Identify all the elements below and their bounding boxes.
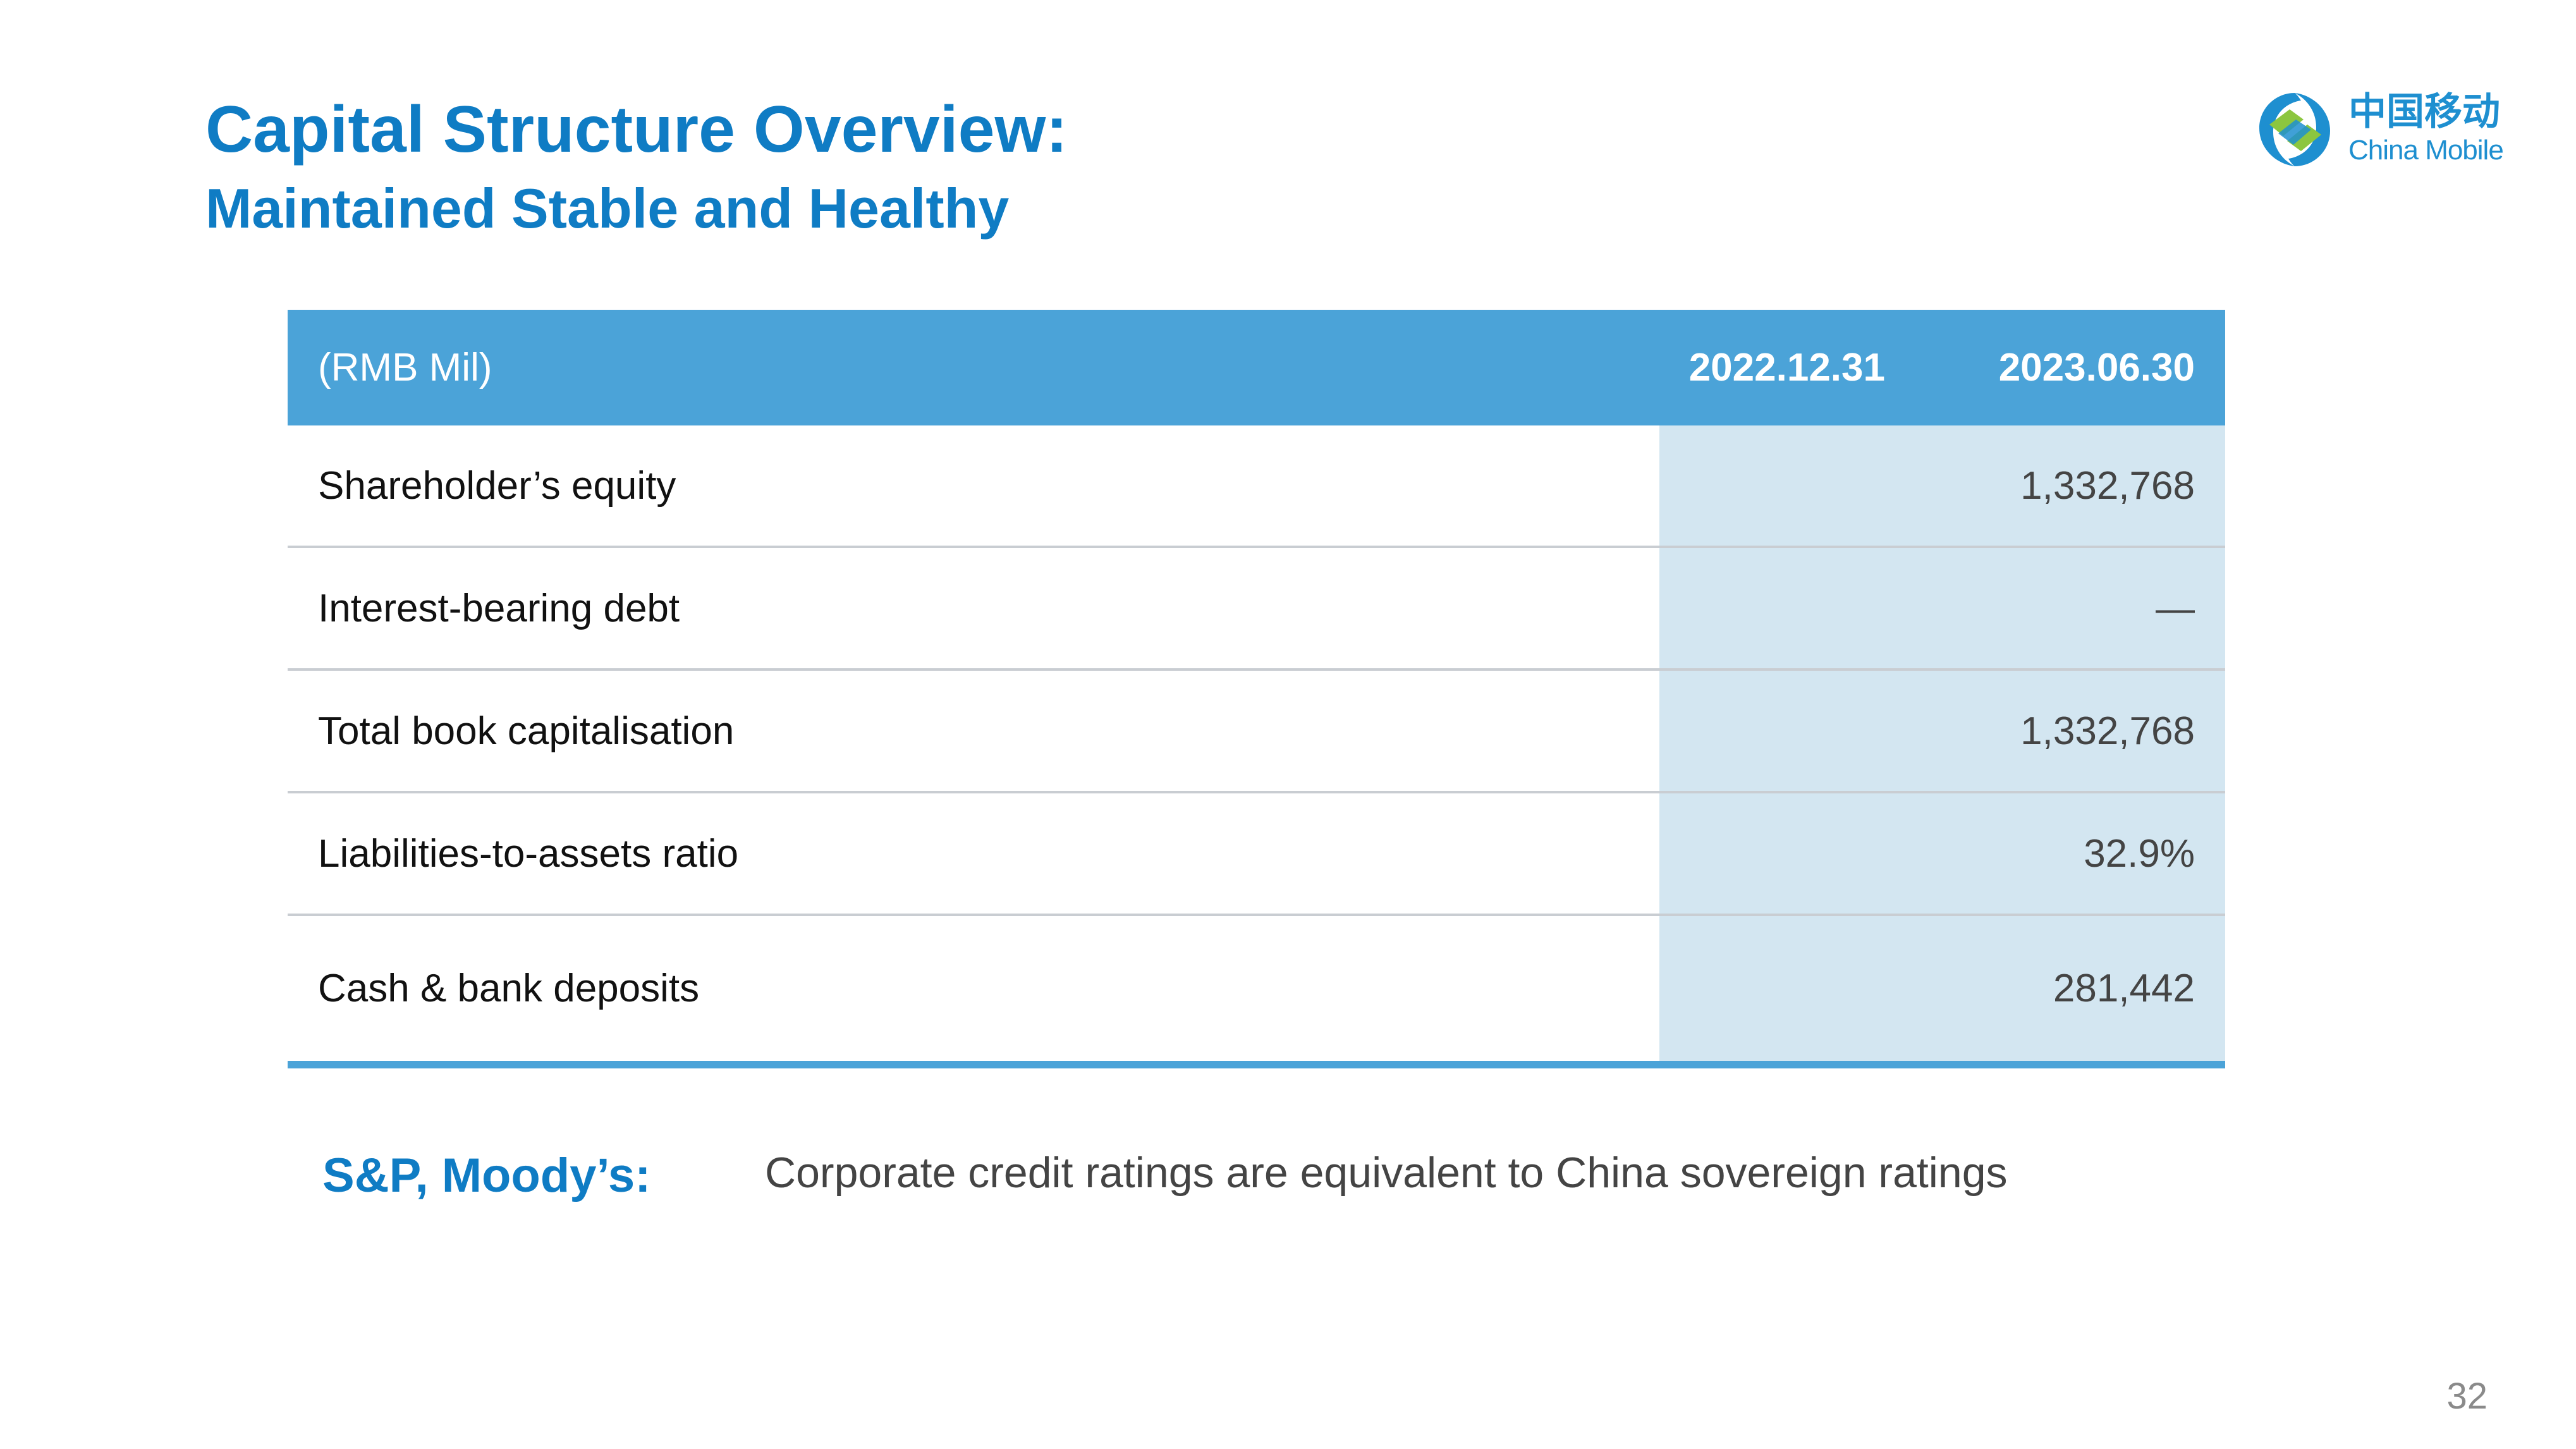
logo-english-text: China Mobile: [2348, 135, 2504, 166]
row-label: Total book capitalisation: [318, 709, 735, 753]
row-label: Cash & bank deposits: [318, 967, 700, 1010]
table-row: Interest-bearing debt — —: [288, 548, 2225, 671]
row-value-2023: 281,442: [1659, 916, 2225, 1061]
table-row: Shareholder’s equity 1,297,348 1,332,768: [288, 425, 2225, 548]
china-mobile-logo-icon: [2259, 93, 2330, 166]
header-unit: (RMB Mil): [318, 346, 492, 389]
header-col-2022: 2022.12.31: [1688, 346, 1885, 389]
row-value-2023: 32.9%: [1659, 793, 2225, 914]
slide-subtitle: Maintained Stable and Healthy: [205, 177, 1010, 240]
row-value-2023: 1,332,768: [1659, 425, 2225, 546]
row-value-2023: 1,332,768: [1659, 671, 2225, 791]
capital-structure-table: (RMB Mil) 2022.12.31 2023.06.30 Sharehol…: [288, 310, 2225, 1068]
row-label: Liabilities-to-assets ratio: [318, 831, 739, 876]
row-value-2023: —: [1659, 548, 2225, 668]
header-col-2023: 2023.06.30: [1998, 346, 2195, 389]
logo-chinese-text: 中国移动: [2348, 90, 2500, 134]
table-row: Liabilities-to-assets ratio 32.8% 32.9%: [288, 793, 2225, 916]
table-row: Total book capitalisation 1,297,348 1,33…: [288, 671, 2225, 793]
credit-rating-text: Corporate credit ratings are equivalent …: [765, 1149, 2008, 1197]
row-label: Interest-bearing debt: [318, 586, 680, 630]
china-mobile-logo: 中国移动 China Mobile: [2250, 82, 2516, 177]
table-row: Cash & bank deposits 269,370 281,442: [288, 916, 2225, 1068]
credit-rating-note: S&P, Moody’s: Corporate credit ratings a…: [322, 1138, 2282, 1220]
title-block: Capital Structure Overview: Maintained S…: [205, 89, 1068, 247]
credit-rating-label: S&P, Moody’s:: [322, 1149, 651, 1202]
table-header-row: (RMB Mil) 2022.12.31 2023.06.30: [288, 310, 2225, 425]
slide-title: Capital Structure Overview:: [205, 93, 1068, 166]
page-number: 32: [2446, 1376, 2487, 1417]
row-label: Shareholder’s equity: [318, 463, 676, 508]
